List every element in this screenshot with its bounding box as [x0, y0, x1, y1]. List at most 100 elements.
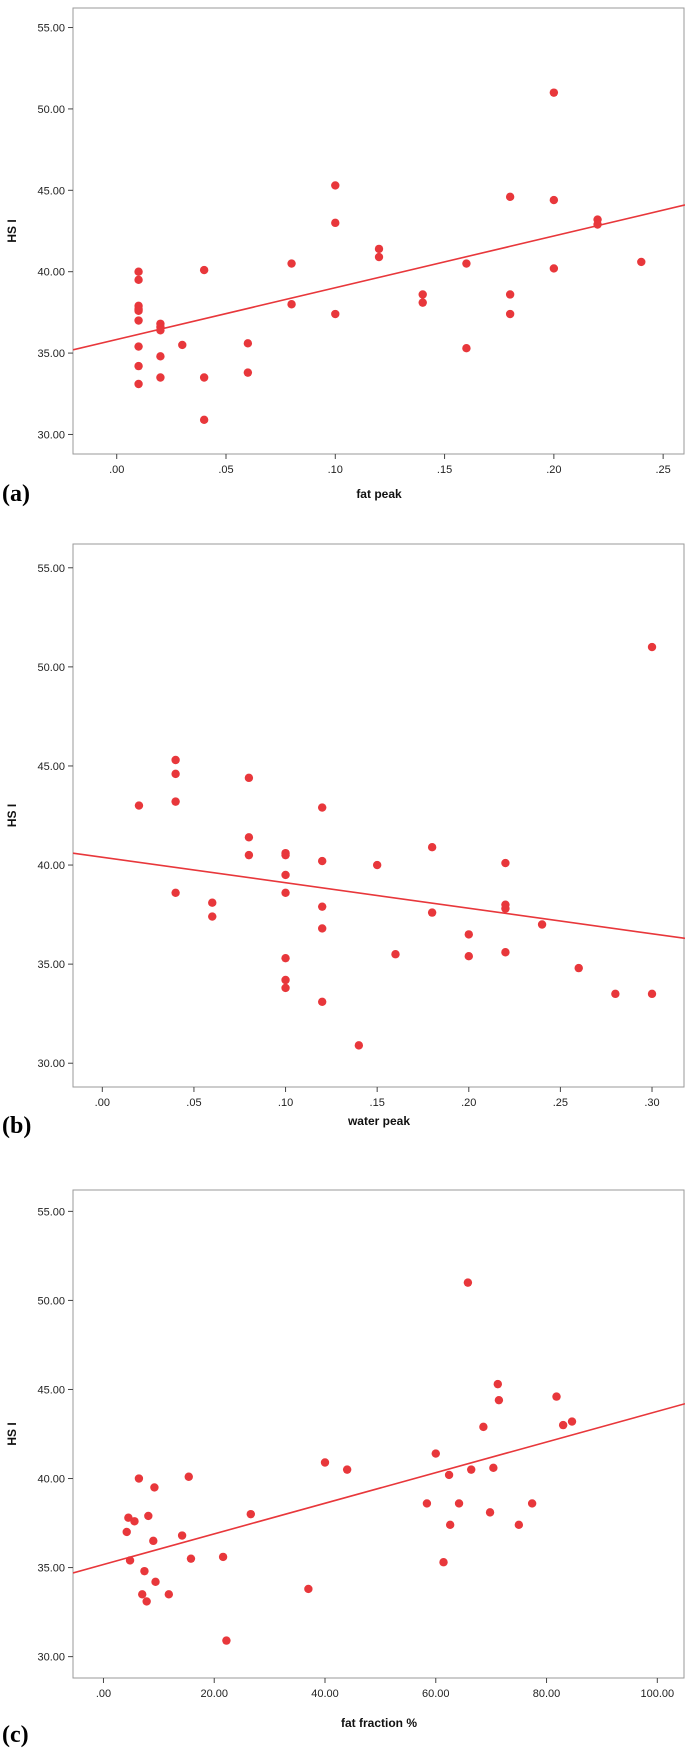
- data-point: [171, 797, 180, 806]
- data-point: [151, 1577, 160, 1587]
- data-point: [439, 1558, 448, 1567]
- data-point: [184, 1472, 193, 1481]
- x-axis-label: fat peak: [356, 487, 402, 501]
- x-tick-label: 40.00: [311, 1688, 339, 1700]
- data-point: [574, 963, 583, 973]
- data-point: [138, 1590, 147, 1599]
- data-point: [134, 267, 143, 276]
- data-point: [422, 1499, 432, 1508]
- x-tick-label: .15: [437, 464, 452, 476]
- data-point: [134, 361, 143, 371]
- x-tick-label: .25: [553, 1097, 568, 1109]
- data-point: [281, 850, 290, 860]
- data-point: [485, 1508, 495, 1517]
- data-point: [304, 1584, 313, 1594]
- y-tick-label: 50.00: [37, 662, 65, 674]
- data-point: [287, 300, 296, 309]
- y-axis-label: HS I: [5, 219, 19, 242]
- data-point: [463, 1278, 473, 1287]
- data-point: [505, 290, 515, 299]
- data-point: [514, 1520, 524, 1530]
- x-tick-label: .00: [96, 1688, 111, 1700]
- data-point: [593, 220, 602, 229]
- data-point: [140, 1566, 149, 1576]
- regression-line: [73, 852, 685, 940]
- data-point: [134, 275, 143, 285]
- data-point: [489, 1463, 498, 1473]
- data-point: [567, 1417, 577, 1426]
- x-tick-label: .00: [95, 1097, 110, 1109]
- y-tick-label: 30.00: [37, 429, 65, 441]
- data-point: [156, 373, 165, 382]
- plot-frame: [72, 7, 685, 455]
- data-point: [464, 952, 473, 961]
- x-tick-label: .20: [461, 1097, 476, 1109]
- data-point: [418, 290, 427, 299]
- data-point: [418, 298, 427, 307]
- y-tick-label: 45.00: [37, 185, 65, 197]
- data-point: [150, 1483, 159, 1492]
- x-tick-label: .00: [109, 464, 124, 476]
- data-point: [287, 259, 296, 268]
- data-point: [317, 803, 327, 812]
- data-point: [462, 343, 471, 353]
- data-point: [464, 930, 473, 939]
- y-tick-label: 55.00: [37, 23, 65, 35]
- data-point: [501, 948, 510, 957]
- data-point: [444, 1470, 454, 1480]
- data-point: [391, 950, 400, 959]
- chart-panel-2: 30.00 35.00 40.00 45.00 50.00 55.00 .00 .05 .10.…: [2, 543, 685, 1139]
- data-point: [199, 373, 209, 382]
- data-point: [171, 769, 180, 779]
- data-point: [208, 912, 217, 921]
- data-point: [558, 1420, 568, 1430]
- x-tick-label: .10: [278, 1097, 293, 1109]
- data-point: [467, 1465, 476, 1474]
- data-point: [637, 257, 646, 267]
- data-point: [149, 1536, 158, 1546]
- x-tick-label: .30: [644, 1097, 659, 1109]
- data-point: [281, 975, 290, 985]
- y-tick-label: 35.00: [37, 1563, 65, 1575]
- data-point: [156, 326, 165, 335]
- plot-frame: [72, 543, 685, 1088]
- data-point: [552, 1392, 561, 1401]
- data-point: [505, 309, 515, 319]
- y-tick-label: 45.00: [37, 1384, 65, 1396]
- data-point: [647, 642, 657, 652]
- data-point: [178, 340, 187, 350]
- data-point: [331, 309, 340, 319]
- data-point: [199, 265, 209, 275]
- data-point: [164, 1590, 174, 1599]
- data-point: [493, 1379, 502, 1389]
- chart-panel-1: 30.00 35.00 40.00 45.00 50.00 55.00 .00 .05 .10.…: [2, 7, 685, 507]
- y-tick-label: 40.00: [37, 860, 65, 872]
- data-point: [501, 904, 510, 913]
- data-point: [331, 181, 340, 190]
- data-point: [134, 316, 143, 325]
- data-point: [374, 252, 384, 262]
- x-tick-label: 100.00: [640, 1688, 674, 1700]
- data-point: [549, 264, 559, 273]
- data-point: [317, 997, 327, 1006]
- x-tick-label: 80.00: [533, 1688, 561, 1700]
- panel-label: (b): [2, 1113, 31, 1139]
- data-point: [177, 1531, 187, 1540]
- y-tick-label: 30.00: [37, 1652, 65, 1664]
- data-point: [246, 1509, 255, 1519]
- data-point: [281, 983, 290, 993]
- data-point: [281, 888, 290, 897]
- panel-label: (a): [2, 481, 30, 507]
- y-tick-label: 55.00: [37, 1206, 65, 1218]
- data-point: [462, 259, 471, 268]
- x-tick-label: .05: [186, 1097, 201, 1109]
- y-tick-label: 40.00: [37, 1474, 65, 1486]
- y-tick-label: 50.00: [37, 1295, 65, 1307]
- x-tick-label: 60.00: [422, 1688, 450, 1700]
- y-tick-label: 55.00: [37, 563, 65, 575]
- data-point: [331, 218, 340, 228]
- x-tick-label: .15: [370, 1097, 385, 1109]
- data-point: [505, 192, 515, 202]
- data-point: [445, 1520, 455, 1530]
- y-tick-label: 35.00: [37, 959, 65, 971]
